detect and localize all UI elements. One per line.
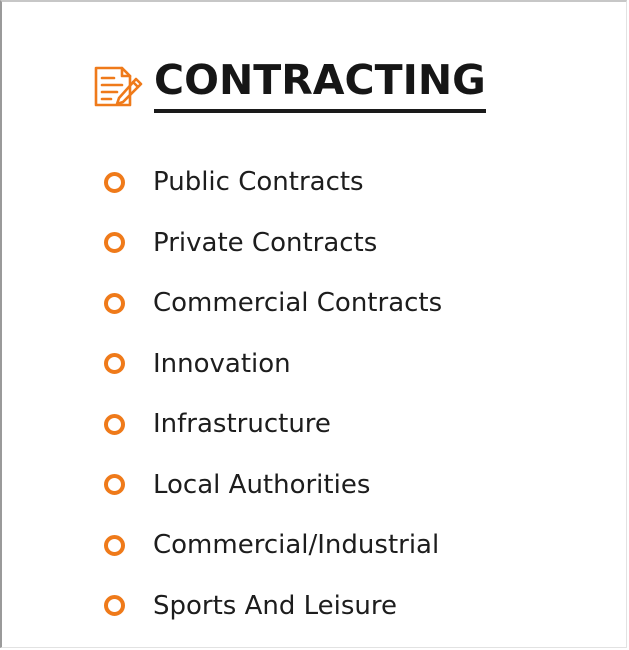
list-item: Private Contracts (104, 213, 442, 274)
bullet-circle-icon (104, 353, 125, 375)
section-header: CONTRACTING (92, 56, 486, 116)
list-item-label: Sports And Leisure (153, 590, 398, 621)
list-item-label: Infrastructure (153, 409, 331, 440)
list-item: Public Contracts (104, 152, 442, 213)
list-item-label: Commercial/Industrial (153, 530, 440, 561)
title-wrapper: CONTRACTING (154, 59, 486, 113)
bullet-circle-icon (104, 595, 125, 617)
list-item-label: Local Authorities (153, 469, 371, 500)
page-title: CONTRACTING (154, 59, 486, 113)
bullet-circle-icon (104, 171, 125, 193)
list-item-label: Private Contracts (153, 227, 378, 258)
bullet-circle-icon (104, 232, 125, 254)
bullet-circle-icon (104, 292, 125, 314)
contract-document-pen-icon (94, 66, 143, 107)
list-item: Local Authorities (104, 455, 442, 516)
list-item: Innovation (104, 334, 442, 395)
list-item: Infrastructure (104, 394, 442, 455)
list-item: Sports And Leisure (104, 576, 442, 637)
list-item-label: Public Contracts (153, 167, 364, 198)
list-item-label: Commercial Contracts (153, 288, 443, 319)
list-item-label: Innovation (153, 348, 291, 379)
list-item: Commercial/Industrial (104, 515, 442, 576)
bullet-circle-icon (104, 474, 125, 496)
list-item: Commercial Contracts (104, 273, 442, 334)
bullet-circle-icon (104, 534, 125, 556)
contracting-list: Public Contracts Private Contracts Comme… (104, 152, 442, 636)
bullet-circle-icon (104, 413, 125, 435)
